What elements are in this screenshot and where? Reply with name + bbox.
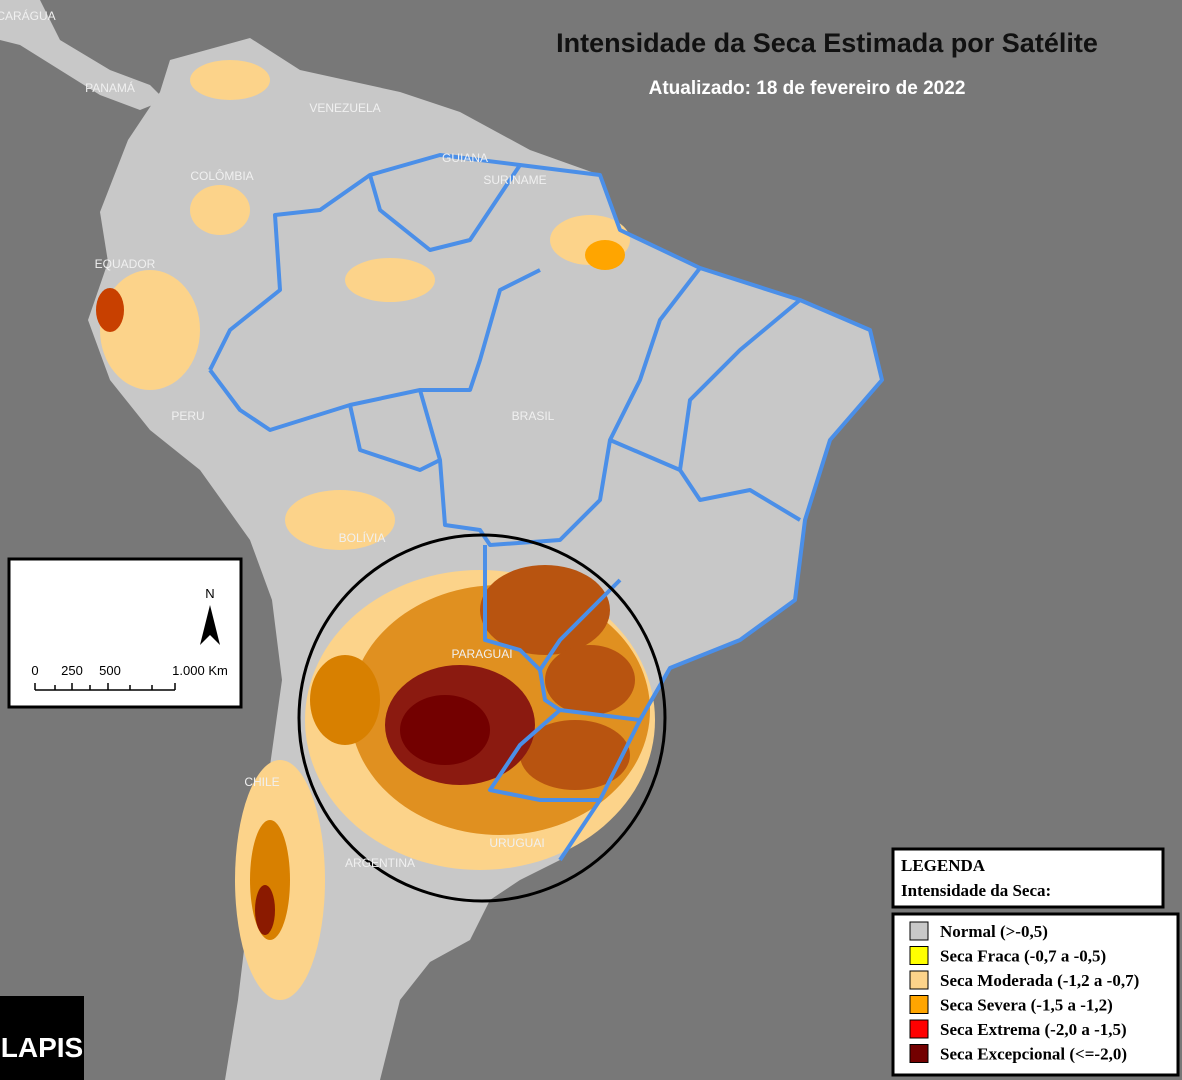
- drought-areas: [96, 60, 655, 1000]
- legend-label: Seca Extrema (-2,0 a -1,5): [940, 1020, 1127, 1039]
- legend-swatch: [909, 995, 929, 1014]
- legend-swatch: [909, 1044, 929, 1063]
- scale-tick-label: 500: [99, 663, 121, 678]
- scale-tick-label: 250: [61, 663, 83, 678]
- country-label: PANAMÁ: [85, 80, 135, 95]
- country-label: ARGENTINA: [345, 856, 415, 870]
- map-subtitle: Atualizado: 18 de fevereiro de 2022: [649, 78, 966, 99]
- country-label: PARAGUAI: [451, 647, 512, 661]
- legend-label: Normal (>-0,5): [940, 922, 1048, 941]
- country-label: URUGUAI: [489, 836, 544, 850]
- highlight-circle: [297, 533, 667, 903]
- legend-swatch: [909, 946, 929, 965]
- country-label: GUIANA: [442, 151, 488, 165]
- scale-box: N 0 250 500 1.000 Km: [7, 557, 243, 709]
- north-label: N: [205, 586, 214, 601]
- country-label: VENEZUELA: [309, 101, 380, 115]
- legend-label: Seca Fraca (-0,7 a -0,5): [940, 947, 1106, 966]
- country-label: BRASIL: [512, 409, 555, 423]
- legend: LEGENDA Intensidade da Seca: Normal (>-0…: [891, 847, 1180, 1077]
- legend-subtitle: Intensidade da Seca:: [901, 881, 1051, 900]
- legend-swatch: [909, 1019, 929, 1039]
- logo-text: LAPIS: [1, 1032, 83, 1063]
- map-labels: NICARÁGUA PANAMÁ VENEZUELA GUIANA SURINAME CO…: [0, 8, 555, 870]
- legend-title: LEGENDA: [901, 856, 986, 875]
- legend-swatch: [909, 970, 929, 990]
- logo: LAPIS: [0, 996, 84, 1080]
- country-label: NICARÁGUA: [0, 8, 56, 23]
- legend-label: Seca Moderada (-1,2 a -0,7): [940, 971, 1139, 990]
- legend-label: Seca Excepcional (<=-2,0): [940, 1045, 1127, 1064]
- map-title: Intensidade da Seca Estimada por Satélit…: [556, 28, 1098, 58]
- country-label: SURINAME: [483, 173, 546, 187]
- legend-label: Seca Severa (-1,5 a -1,2): [940, 996, 1113, 1015]
- country-label: EQUADOR: [95, 257, 156, 271]
- legend-swatch: [909, 921, 929, 941]
- country-label: BOLÍVIA: [339, 530, 386, 545]
- scale-tick-label: 0: [31, 663, 38, 678]
- scale-tick-label: 1.000 Km: [172, 663, 228, 678]
- country-label: CHILE: [244, 775, 279, 789]
- central-america: [0, 0, 165, 110]
- country-label: PERU: [171, 409, 204, 423]
- state-borders: [208, 153, 884, 862]
- country-label: COLÔMBIA: [190, 168, 253, 183]
